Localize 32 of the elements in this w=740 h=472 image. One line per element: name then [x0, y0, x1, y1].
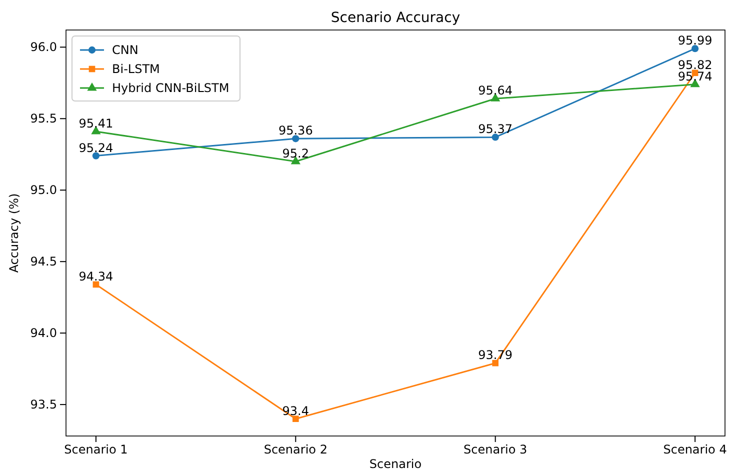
- y-tick-label: 93.5: [30, 397, 57, 412]
- legend-label: Hybrid CNN-BiLSTM: [112, 81, 230, 95]
- data-label: 93.4: [282, 404, 310, 418]
- y-tick-label: 96.0: [30, 40, 57, 54]
- y-tick-label: 94.0: [30, 326, 57, 340]
- data-label: 94.34: [78, 269, 114, 284]
- point: [492, 134, 499, 141]
- point: [92, 281, 100, 288]
- data-label: 95.24: [78, 140, 114, 155]
- legend-label: CNN: [112, 43, 138, 57]
- data-label: 95.64: [478, 84, 513, 98]
- data-label: 95.37: [478, 122, 513, 136]
- x-tick-label: Scenario 4: [663, 442, 727, 457]
- data-label: 95.2: [282, 146, 310, 161]
- x-tick-label: Scenario 3: [464, 442, 528, 457]
- data-label: 95.36: [278, 124, 313, 138]
- y-tick-label: 95.5: [30, 111, 57, 126]
- data-label: 95.99: [678, 34, 712, 48]
- point: [292, 135, 300, 142]
- y-axis-title: Accuracy (%): [7, 193, 21, 273]
- x-tick-label: Scenario 1: [64, 442, 128, 457]
- data-label: 95.41: [78, 116, 114, 130]
- data-label: 95.82: [678, 58, 712, 72]
- point: [292, 416, 299, 422]
- x-tick-label: Scenario 2: [264, 442, 328, 457]
- legend-label: Bi-LSTM: [112, 62, 160, 76]
- x-axis-title: Scenario: [369, 457, 422, 471]
- y-tick-label: 95.0: [30, 182, 57, 197]
- point: [92, 152, 100, 160]
- y-tick-label: 94.5: [30, 254, 57, 268]
- chart-title: Scenario Accuracy: [330, 10, 460, 26]
- point: [691, 45, 699, 52]
